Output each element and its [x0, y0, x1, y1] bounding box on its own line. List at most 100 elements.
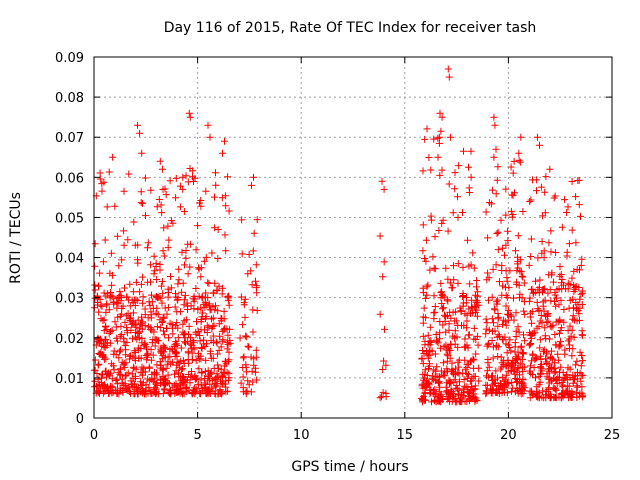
data-point: [253, 376, 261, 384]
data-point: [213, 286, 221, 294]
data-point: [444, 297, 452, 305]
data-point: [249, 247, 257, 255]
data-point: [482, 381, 490, 389]
data-point: [127, 377, 135, 385]
data-point: [213, 370, 221, 378]
data-point: [248, 281, 256, 289]
data-point: [467, 147, 475, 155]
data-point: [519, 375, 527, 383]
data-point: [419, 394, 427, 402]
data-point: [498, 291, 506, 299]
data-point: [521, 337, 529, 345]
data-point: [467, 357, 475, 365]
data-point: [160, 252, 168, 260]
data-point: [225, 207, 233, 215]
data-point: [149, 351, 157, 359]
data-point: [195, 350, 202, 358]
data-point: [484, 269, 492, 277]
data-point: [461, 356, 469, 364]
data-point: [202, 313, 210, 321]
data-point: [444, 394, 452, 402]
data-point: [208, 384, 216, 392]
data-point: [196, 199, 203, 207]
data-point: [224, 387, 232, 395]
data-point: [437, 344, 444, 352]
data-point: [105, 306, 113, 314]
data-point: [503, 389, 511, 397]
data-point: [517, 268, 525, 276]
data-point: [136, 324, 144, 332]
data-point: [489, 327, 496, 335]
data-point: [529, 308, 537, 316]
data-point: [573, 383, 581, 391]
data-point: [436, 109, 444, 117]
data-point: [485, 326, 493, 334]
x-tick-label: 25: [604, 428, 621, 443]
data-point: [466, 389, 474, 397]
data-point: [568, 274, 576, 282]
data-point: [420, 376, 427, 384]
data-point: [131, 375, 139, 382]
data-point: [430, 315, 438, 323]
data-point: [514, 232, 522, 240]
data-point: [485, 339, 493, 347]
data-point: [238, 250, 246, 258]
data-point: [516, 290, 524, 298]
data-point: [554, 373, 562, 381]
data-point: [144, 350, 152, 358]
chart-title: Day 116 of 2015, Rate Of TEC Index for r…: [164, 20, 537, 36]
data-point: [221, 324, 229, 332]
data-point: [440, 293, 448, 301]
data-point: [150, 378, 158, 386]
data-point: [494, 296, 502, 304]
data-point: [579, 357, 586, 365]
data-point: [215, 282, 223, 290]
data-point: [535, 372, 543, 380]
data-point: [559, 383, 567, 391]
data-point: [517, 360, 525, 368]
data-point: [536, 352, 544, 360]
data-point: [462, 383, 470, 391]
data-point: [114, 232, 122, 240]
data-point: [526, 313, 534, 321]
data-point: [534, 392, 542, 400]
data-point: [94, 293, 102, 301]
data-point: [518, 294, 526, 302]
data-point: [512, 359, 519, 367]
y-tick-label: 0.05: [55, 211, 84, 226]
data-point: [553, 294, 560, 302]
data-point: [150, 374, 158, 382]
data-point: [118, 256, 126, 264]
data-point: [225, 348, 233, 356]
data-point: [512, 309, 520, 317]
y-tick-labels: 0 0.01 0.02 0.03 0.04 0.05 0.06 0.07 0.08 0.09: [55, 51, 84, 427]
data-point: [219, 149, 226, 157]
data-point: [502, 185, 510, 193]
data-point: [96, 269, 104, 277]
data-point: [237, 293, 245, 301]
data-point: [556, 316, 564, 324]
x-tick-label: 0: [90, 428, 98, 443]
data-point: [442, 313, 450, 321]
data-point: [494, 353, 502, 360]
data-point: [519, 273, 527, 281]
data-point: [492, 261, 500, 269]
data-point: [184, 270, 192, 278]
data-point: [552, 318, 560, 326]
data-point: [577, 290, 585, 298]
data-point: [514, 389, 522, 397]
data-point: [214, 365, 222, 373]
data-point: [201, 368, 209, 375]
data-point: [112, 323, 120, 331]
data-point: [135, 334, 143, 342]
data-point: [147, 278, 154, 286]
data-point: [521, 310, 529, 318]
data-point: [430, 396, 438, 404]
data-point: [138, 313, 146, 321]
data-point: [467, 173, 475, 181]
data-point: [551, 331, 559, 338]
data-point: [137, 385, 145, 393]
data-point: [160, 343, 168, 351]
data-point: [127, 352, 134, 360]
data-point: [179, 357, 187, 365]
